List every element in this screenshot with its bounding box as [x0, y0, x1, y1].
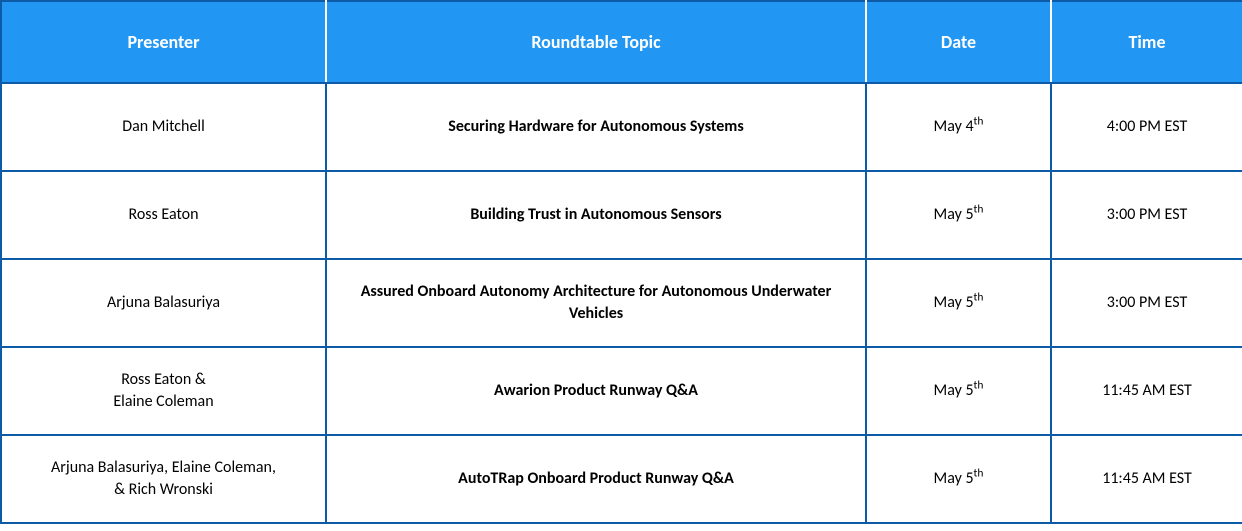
date-suffix: th: [974, 291, 984, 305]
cell-topic: AutoTRap Onboard Product Runway Q&A: [326, 435, 866, 523]
date-base: May 4: [934, 117, 974, 136]
col-header-topic: Roundtable Topic: [326, 1, 866, 83]
table-row: Ross Eaton Building Trust in Autonomous …: [1, 171, 1242, 259]
date-base: May 5: [934, 293, 974, 312]
table-row: Arjuna Balasuriya, Elaine Coleman,& Rich…: [1, 435, 1242, 523]
cell-presenter: Ross Eaton: [1, 171, 326, 259]
table-row: Ross Eaton &Elaine Coleman Awarion Produ…: [1, 347, 1242, 435]
cell-presenter: Ross Eaton &Elaine Coleman: [1, 347, 326, 435]
table-row: Arjuna Balasuriya Assured Onboard Autono…: [1, 259, 1242, 347]
cell-presenter: Arjuna Balasuriya, Elaine Coleman,& Rich…: [1, 435, 326, 523]
cell-date: May 4th: [866, 83, 1051, 171]
cell-date: May 5th: [866, 171, 1051, 259]
col-header-presenter: Presenter: [1, 1, 326, 83]
cell-topic: Securing Hardware for Autonomous Systems: [326, 83, 866, 171]
date-base: May 5: [934, 469, 974, 488]
cell-topic: Awarion Product Runway Q&A: [326, 347, 866, 435]
cell-time: 11:45 AM EST: [1051, 347, 1242, 435]
table-row: Dan Mitchell Securing Hardware for Auton…: [1, 83, 1242, 171]
cell-time: 11:45 AM EST: [1051, 435, 1242, 523]
cell-date: May 5th: [866, 347, 1051, 435]
col-header-time: Time: [1051, 1, 1242, 83]
cell-date: May 5th: [866, 259, 1051, 347]
cell-date: May 5th: [866, 435, 1051, 523]
date-suffix: th: [974, 379, 984, 393]
date-suffix: th: [974, 115, 984, 129]
cell-presenter: Arjuna Balasuriya: [1, 259, 326, 347]
cell-time: 3:00 PM EST: [1051, 259, 1242, 347]
cell-topic: Building Trust in Autonomous Sensors: [326, 171, 866, 259]
table-header-row: Presenter Roundtable Topic Date Time: [1, 1, 1242, 83]
cell-topic: Assured Onboard Autonomy Architecture fo…: [326, 259, 866, 347]
cell-time: 4:00 PM EST: [1051, 83, 1242, 171]
date-suffix: th: [974, 467, 984, 481]
roundtable-schedule-table: Presenter Roundtable Topic Date Time Dan…: [0, 0, 1242, 524]
date-suffix: th: [974, 203, 984, 217]
date-base: May 5: [934, 205, 974, 224]
date-base: May 5: [934, 381, 974, 400]
cell-presenter: Dan Mitchell: [1, 83, 326, 171]
cell-time: 3:00 PM EST: [1051, 171, 1242, 259]
col-header-date: Date: [866, 1, 1051, 83]
